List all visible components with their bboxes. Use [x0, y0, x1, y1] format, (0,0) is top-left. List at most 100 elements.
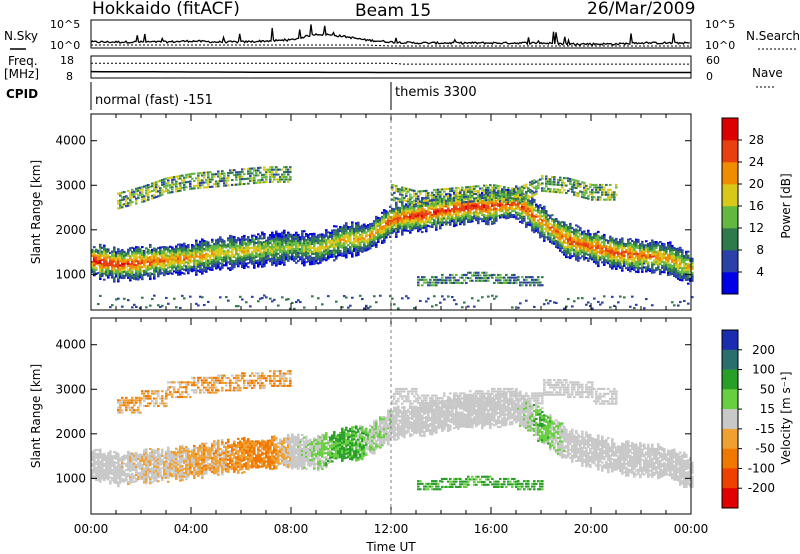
- power-cell: [227, 249, 230, 252]
- power-cell: [117, 254, 120, 257]
- power-cell: [329, 235, 332, 238]
- power-cell: [637, 247, 640, 250]
- power-cell: [549, 236, 552, 239]
- power-cell: [393, 191, 396, 194]
- power-cell: [333, 239, 336, 242]
- power-cell: [191, 244, 194, 247]
- power-cell: [155, 266, 158, 269]
- power-cell: [449, 213, 452, 216]
- power-cell: [175, 185, 178, 188]
- power-cell: [427, 224, 430, 227]
- power-cell: [273, 242, 276, 245]
- power-cell: [355, 240, 358, 243]
- power-cell: [603, 233, 606, 236]
- power-cell: [207, 265, 210, 268]
- power-cell: [457, 200, 460, 203]
- power-cell: [431, 281, 434, 284]
- power-cell: [267, 256, 270, 259]
- power-cell: [209, 250, 212, 253]
- power-cell: [643, 244, 646, 247]
- power-cell: [173, 183, 176, 186]
- power-cell: [389, 211, 392, 214]
- power-cell: [635, 256, 638, 259]
- power-cell: [531, 207, 534, 210]
- power-cell: [133, 255, 136, 258]
- power-cell: [305, 245, 308, 248]
- power-cell: [415, 215, 418, 218]
- power-cell: [321, 253, 324, 256]
- power-cell: [439, 191, 442, 194]
- power-cell: [153, 196, 156, 199]
- power-cell: [215, 261, 218, 264]
- power-cell: [497, 199, 500, 202]
- power-cell: [261, 259, 264, 262]
- power-cell: [475, 211, 478, 214]
- power-cell: [139, 306, 142, 309]
- power-cell: [635, 252, 638, 255]
- power-cell: [639, 261, 642, 264]
- power-cell: [183, 260, 186, 263]
- power-cell: [501, 276, 504, 279]
- power-cell: [235, 243, 238, 246]
- power-cell: [333, 259, 336, 262]
- power-cell: [617, 249, 620, 252]
- power-cell: [363, 249, 366, 252]
- power-cell: [137, 262, 140, 265]
- power-cell: [457, 279, 460, 282]
- power-cell: [393, 230, 396, 233]
- power-cell: [207, 259, 210, 262]
- power-cell: [529, 224, 532, 227]
- power-cell: [601, 247, 604, 250]
- power-cell: [481, 220, 484, 223]
- power-cell: [313, 252, 316, 255]
- power-cell: [409, 213, 412, 216]
- power-cell: [399, 191, 402, 194]
- power-cell: [145, 271, 148, 274]
- power-cell: [531, 213, 534, 216]
- power-cell: [561, 243, 564, 246]
- power-cell: [313, 248, 316, 251]
- power-cell: [597, 247, 600, 250]
- power-cell: [575, 256, 578, 259]
- power-cell: [309, 241, 312, 244]
- power-cell: [175, 271, 178, 274]
- power-cell: [387, 219, 390, 222]
- power-cell: [541, 219, 544, 222]
- power-cell: [375, 301, 378, 304]
- power-cell: [321, 257, 324, 260]
- power-cell: [403, 227, 406, 230]
- power-cell: [571, 231, 574, 234]
- power-cell: [415, 219, 418, 222]
- power-cell: [207, 247, 210, 250]
- power-cell: [451, 281, 454, 284]
- power-cell: [531, 211, 534, 214]
- power-cell: [261, 297, 264, 300]
- power-cell: [197, 255, 200, 258]
- power-cell: [515, 281, 518, 284]
- power-cell: [185, 261, 188, 264]
- power-cell: [325, 243, 328, 246]
- power-cell: [567, 240, 570, 243]
- power-cell: [403, 189, 406, 192]
- power-cell: [253, 248, 256, 251]
- power-cell: [217, 262, 220, 265]
- power-cell: [261, 263, 264, 266]
- power-cell: [595, 236, 598, 239]
- power-cell: [553, 238, 556, 241]
- power-cell: [617, 265, 620, 268]
- power-cell: [637, 267, 640, 270]
- power-cell: [341, 230, 344, 233]
- power-cell: [295, 253, 298, 256]
- power-cell: [227, 255, 230, 258]
- power-cell: [265, 176, 268, 179]
- power-cell: [407, 225, 410, 228]
- power-cell: [175, 183, 178, 186]
- power-cell: [159, 272, 162, 275]
- power-cell: [553, 183, 556, 186]
- power-cell: [509, 207, 512, 210]
- power-cell: [155, 191, 158, 194]
- power-cell: [235, 263, 238, 266]
- power-cell: [203, 264, 206, 267]
- power-cell: [323, 250, 326, 253]
- power-cell: [539, 228, 542, 231]
